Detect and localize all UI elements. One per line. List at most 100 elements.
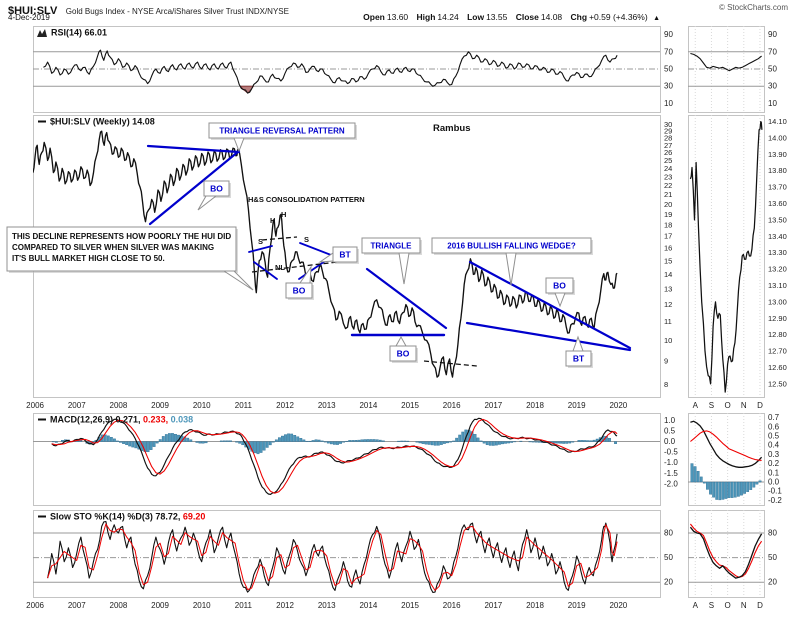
annotations-layer: TRIANGLE REVERSAL PATTERN TRIANGLE 2016 BU… — [6, 122, 632, 368]
bo-wedge-label-text: BO — [553, 281, 566, 291]
shoulder-label-right: S — [304, 235, 309, 244]
bo-triangle-label-text: BO — [210, 184, 223, 194]
histogram-bar — [614, 441, 617, 445]
bo-2015-label-frame — [389, 345, 417, 362]
histogram-bar — [693, 466, 697, 483]
series-group-sto-mini — [689, 523, 763, 579]
histogram-bar — [253, 441, 257, 454]
y-axis-label: 12.90 — [768, 314, 787, 323]
y-axis-label: 10 — [664, 99, 673, 108]
x-axis-label: 2019 — [568, 401, 586, 410]
neckline-label: NL — [275, 263, 285, 272]
histogram-bar — [608, 438, 611, 442]
histogram-bar — [122, 441, 125, 444]
histogram-bar — [369, 439, 373, 442]
head-dashed — [261, 236, 298, 241]
x-axis-label: 2006 — [26, 401, 44, 410]
histogram-bar — [473, 434, 477, 442]
x-axis-label: 2009 — [151, 601, 169, 610]
panel-price-mini: 14.10 14.00 13.90 13.80 13.70 13.60 13.50 13.40… — [688, 115, 787, 398]
histogram-bar — [702, 481, 706, 484]
open-value: 13.60 — [386, 12, 409, 22]
histogram-bar — [299, 438, 303, 442]
histogram-bar — [158, 439, 162, 442]
y-axis-label: 17 — [664, 232, 672, 241]
left-shoulder-line — [248, 245, 273, 253]
x-axis-label: 2020 — [609, 601, 627, 610]
y-axis-label: 30 — [664, 82, 673, 91]
triangle-callout-frame — [361, 237, 421, 254]
histogram-bar — [485, 441, 489, 446]
y-axis-label: 8 — [664, 380, 668, 389]
histogram-bar — [119, 441, 122, 443]
panel-label-rsi-main: RSI(14) 66.01 — [51, 28, 107, 38]
x-axis-label: 2014 — [359, 601, 377, 610]
histogram-bar — [690, 463, 694, 483]
y-axis-label: 0.7 — [768, 413, 780, 422]
histogram-bar — [149, 441, 153, 450]
series-group-macd-main — [51, 417, 618, 495]
y-axis-label: 12.80 — [768, 330, 787, 339]
histogram-bar — [433, 441, 437, 446]
y-axis-label: 12 — [664, 300, 672, 309]
histogram-bar — [378, 439, 382, 442]
triangle-rising-line — [148, 149, 241, 226]
y-axis-label: 30 — [768, 82, 777, 91]
histogram-bar — [339, 441, 342, 444]
decline-note-callout-frame — [6, 226, 237, 272]
wedge-lower-line — [465, 321, 632, 352]
y-axis-label: 26 — [664, 148, 672, 157]
y-axis-label: 0.0 — [664, 437, 676, 446]
triangle-reversal-callout-frame — [208, 122, 356, 139]
histogram-bar — [531, 441, 535, 443]
histogram-bar — [54, 441, 58, 443]
panel-label-macd-main: MACD(12,26,9) 0.271, 0.233, 0.038 — [50, 415, 193, 425]
small-triangle-upper — [299, 242, 332, 256]
wedge-upper-line — [468, 260, 632, 350]
panel-label-sto-main: Slow STO %K(14) %D(3) 78.72, 69.20 — [50, 512, 205, 522]
histogram-bar — [293, 435, 297, 442]
histogram-bar — [357, 439, 361, 442]
low-value: 13.55 — [486, 12, 508, 22]
histogram-bar — [746, 481, 750, 492]
histogram-bar — [314, 439, 318, 442]
y-axis-label: 80 — [768, 528, 777, 537]
y-axis-label: 12.70 — [768, 347, 787, 356]
histogram-bar — [329, 441, 333, 445]
histogram-bar — [712, 481, 716, 498]
y-axis-label: 13.00 — [768, 297, 787, 306]
y-axis-label: 12.60 — [768, 363, 787, 372]
histogram-bar — [415, 441, 419, 443]
y-axis-label: -1.0 — [664, 458, 678, 467]
series-rsi-zoom — [690, 52, 762, 72]
histogram-bar — [201, 441, 205, 444]
histogram-bar — [743, 481, 746, 494]
histogram-bar — [706, 481, 709, 490]
y-axis-label: 50 — [664, 553, 673, 562]
histogram-bar — [556, 441, 559, 444]
histogram-bar — [171, 433, 174, 442]
close-label: Close — [515, 12, 539, 22]
histogram-bar — [256, 441, 260, 455]
x-axis-label: D — [757, 401, 763, 410]
head-label-1: H — [270, 216, 275, 225]
x-axis-label: 2013 — [318, 401, 336, 410]
symbol-description: Gold Bugs Index - NYSE Arca/iShares Silv… — [65, 7, 289, 16]
decline-note-callout-line-1: COMPARED TO SILVER WHEN SILVER WAS MAKIN… — [12, 243, 214, 252]
y-axis-label: 14.10 — [768, 117, 787, 126]
panel-border-sto-mini — [688, 510, 765, 598]
histogram-bar — [128, 441, 132, 447]
x-axis-label: 2018 — [526, 401, 544, 410]
histogram-bar — [482, 441, 486, 444]
symbol: $HUI:SLV — [8, 5, 58, 17]
histogram-bar — [421, 441, 425, 444]
histogram-bar — [553, 441, 556, 444]
histogram-bar — [479, 440, 483, 442]
open-label: Open — [363, 12, 385, 22]
histogram-bar — [351, 440, 355, 442]
series-stoK — [47, 520, 618, 594]
series-macd-zoom — [690, 420, 763, 468]
histogram-bar — [195, 441, 199, 443]
falling-wedge-callout-frame — [431, 237, 592, 254]
